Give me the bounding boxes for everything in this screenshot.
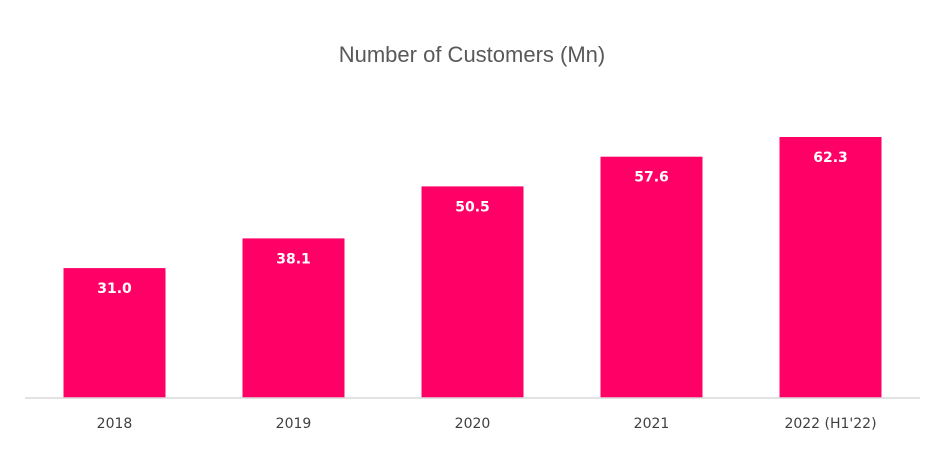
bar-value-label: 50.5 <box>455 199 490 215</box>
chart-title: Number of Customers (Mn) <box>339 42 606 67</box>
bar-value-label: 62.3 <box>813 150 848 166</box>
x-tick-label: 2021 <box>634 416 670 432</box>
bar-value-label: 31.0 <box>97 281 132 297</box>
bars-layer <box>63 137 882 398</box>
bar-value-label: 57.6 <box>634 170 669 186</box>
bar-2022-h1-22 <box>779 137 882 398</box>
x-tick-label: 2022 (H1'22) <box>784 416 876 432</box>
bar-2019 <box>242 238 345 398</box>
bar-2021 <box>600 156 703 398</box>
bar-value-label: 38.1 <box>276 251 311 267</box>
bar-2020 <box>421 186 524 398</box>
value-labels-layer: 31.0 38.1 50.5 57.6 62.3 <box>97 150 848 297</box>
bar-2018 <box>63 268 166 398</box>
x-tick-label: 2020 <box>455 416 491 432</box>
x-tick-label: 2018 <box>97 416 133 432</box>
x-tick-labels-layer: 2018 2019 2020 2021 2022 (H1'22) <box>97 416 877 432</box>
x-tick-label: 2019 <box>276 416 312 432</box>
